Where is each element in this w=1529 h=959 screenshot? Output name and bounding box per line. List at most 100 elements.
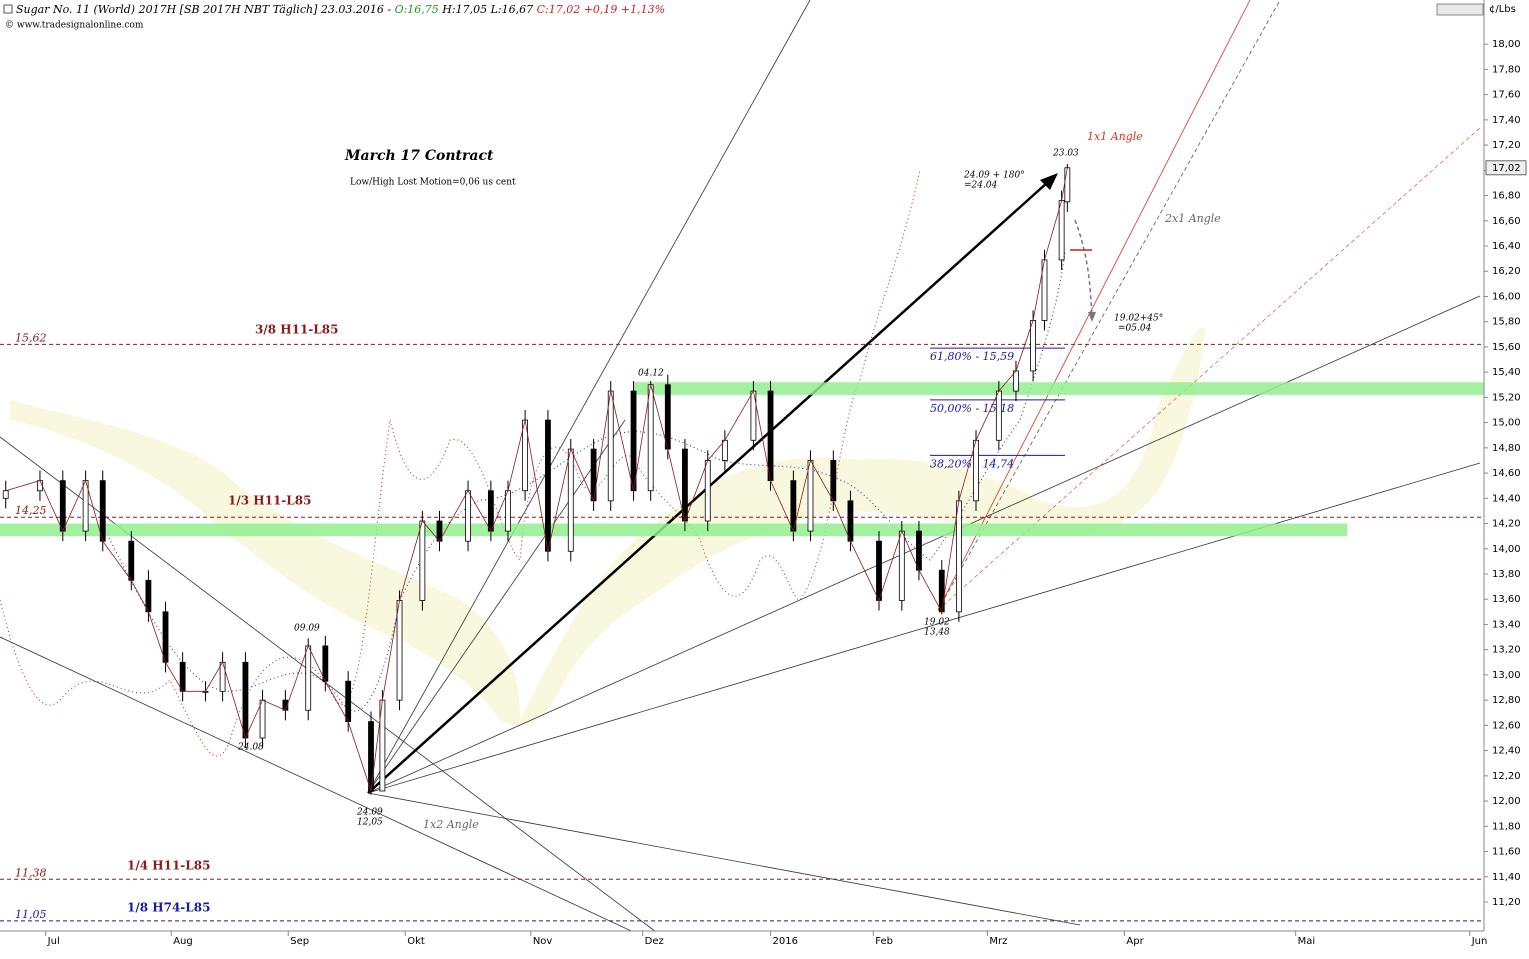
y-tick-label: 11,80: [1492, 821, 1521, 832]
arrow-head: [1088, 312, 1096, 322]
candle-body: [1013, 370, 1019, 392]
x-tick-label: Okt: [407, 936, 425, 947]
level-value-label: 15,62: [15, 331, 47, 344]
fan-line: [367, 462, 1481, 794]
last-price-box: [1485, 160, 1527, 176]
candle-body: [590, 448, 597, 502]
x-tick-label: Dez: [645, 936, 664, 947]
annotation: 04.12: [638, 369, 664, 379]
trend-line: [0, 636, 641, 936]
y-tick-label: 18,00: [1492, 39, 1521, 50]
subtitle: March 17 Contract: [344, 148, 494, 164]
y-tick-label: 14,20: [1492, 519, 1521, 530]
angle-line: [937, 0, 1281, 611]
candle-body: [973, 439, 979, 502]
x-tick-label: Sep: [290, 936, 309, 947]
annotation: =24.04: [964, 181, 998, 191]
y-tick-label: 17,40: [1492, 115, 1521, 126]
x-tick-label: Jul: [47, 936, 60, 947]
y-tick-label: 16,80: [1492, 191, 1521, 202]
annotation: 1x2 Angle: [423, 818, 479, 831]
candle-body: [704, 460, 711, 522]
y-tick-label: 13,80: [1492, 569, 1521, 580]
level-value-label: 11,05: [15, 908, 47, 921]
chart-title: Sugar No. 11 (World) 2017H [SB 2017H NBT…: [16, 3, 665, 16]
candle-body: [916, 530, 922, 571]
y-tick-label: 16,20: [1492, 266, 1521, 277]
candle-body: [807, 460, 814, 532]
x-tick-label: Apr: [1126, 936, 1144, 947]
candle-body: [59, 480, 66, 532]
fan-line: [367, 419, 626, 794]
candle-body: [162, 611, 169, 663]
candle-body: [99, 480, 106, 542]
x-tick-label: Nov: [533, 936, 553, 947]
annotation: 24.09 + 180°: [963, 171, 1025, 181]
candle-body: [368, 721, 374, 792]
candle-body: [242, 661, 249, 739]
candle-body: [305, 645, 312, 711]
y-tick-label: 11,40: [1492, 872, 1521, 883]
y-tick-label: 14,00: [1492, 544, 1521, 555]
candle-body: [545, 419, 551, 552]
annotation: 23.03: [1052, 149, 1079, 159]
candle-body: [2, 490, 9, 499]
y-tick-label: 17,80: [1492, 64, 1521, 75]
annotation: 19.02+45°: [1114, 314, 1163, 324]
candle-body: [630, 390, 637, 492]
level-name: 3/8 H11-L85: [255, 323, 338, 337]
note: Low/High Lost Motion=0,06 us cent: [350, 178, 516, 188]
candle-body: [876, 540, 882, 601]
y-tick-label: 11,20: [1492, 897, 1521, 908]
candle-body: [938, 569, 945, 613]
candle-body: [955, 500, 962, 613]
candle-body: [647, 384, 654, 492]
y-tick-label: 15,60: [1492, 342, 1521, 353]
candle-body: [259, 699, 266, 739]
level-name: 1/4 H11-L85: [127, 859, 210, 873]
x-tick-label: Mai: [1298, 936, 1316, 947]
candle-body: [767, 390, 774, 482]
title-part: H:17,05: [441, 3, 487, 16]
support-band: [633, 382, 1484, 395]
y-axis-panel: [1484, 0, 1529, 959]
title-part: Sugar No. 11 (World) 2017H [SB 2017H NBT…: [16, 3, 391, 16]
level-value-label: 11,38: [15, 866, 47, 879]
trend-line: [0, 436, 661, 936]
y-tick-label: 17,60: [1492, 90, 1521, 101]
fib-label: 50,00% - 15,18: [930, 402, 1014, 415]
annotation: 12,05: [357, 818, 383, 828]
annotation: 13,48: [924, 628, 950, 638]
candle-body: [128, 540, 135, 581]
candle-body: [1064, 167, 1071, 203]
x-tick-label: 2016: [773, 936, 798, 947]
candle-body: [847, 500, 854, 542]
y-tick-label: 15,00: [1492, 418, 1521, 429]
candle-body: [505, 490, 511, 532]
y-tick-label: 14,80: [1492, 443, 1521, 454]
candle-body: [830, 460, 837, 502]
toolbar: [1436, 3, 1484, 16]
level-name: 1/3 H11-L85: [228, 494, 311, 508]
y-tick-label: 15,80: [1492, 317, 1521, 328]
candle-body: [179, 661, 186, 692]
annotation: 2x1 Angle: [1164, 212, 1221, 225]
candle-body: [419, 520, 426, 601]
icon[interactable]: [3, 4, 13, 14]
moving-average: [99, 249, 1066, 712]
source: © www.tradesignalonline.com: [5, 21, 144, 31]
x-axis-panel: [0, 931, 1484, 959]
fan-line: [367, 295, 1481, 794]
support-band: [0, 523, 1348, 537]
x-tick-label: Feb: [875, 936, 893, 947]
candle-body: [322, 645, 329, 682]
candle-body: [721, 439, 728, 461]
x-tick-label: Jun: [1471, 936, 1488, 947]
y-tick-label: 17,20: [1492, 140, 1521, 151]
title-part: C:17,02 +0,19 +1,13%: [537, 3, 665, 16]
candle-body: [1058, 200, 1065, 261]
y-tick-label: 14,40: [1492, 493, 1521, 504]
y-tick-label: 16,00: [1492, 291, 1521, 302]
toolbar-buttons[interactable]: [1436, 3, 1484, 16]
